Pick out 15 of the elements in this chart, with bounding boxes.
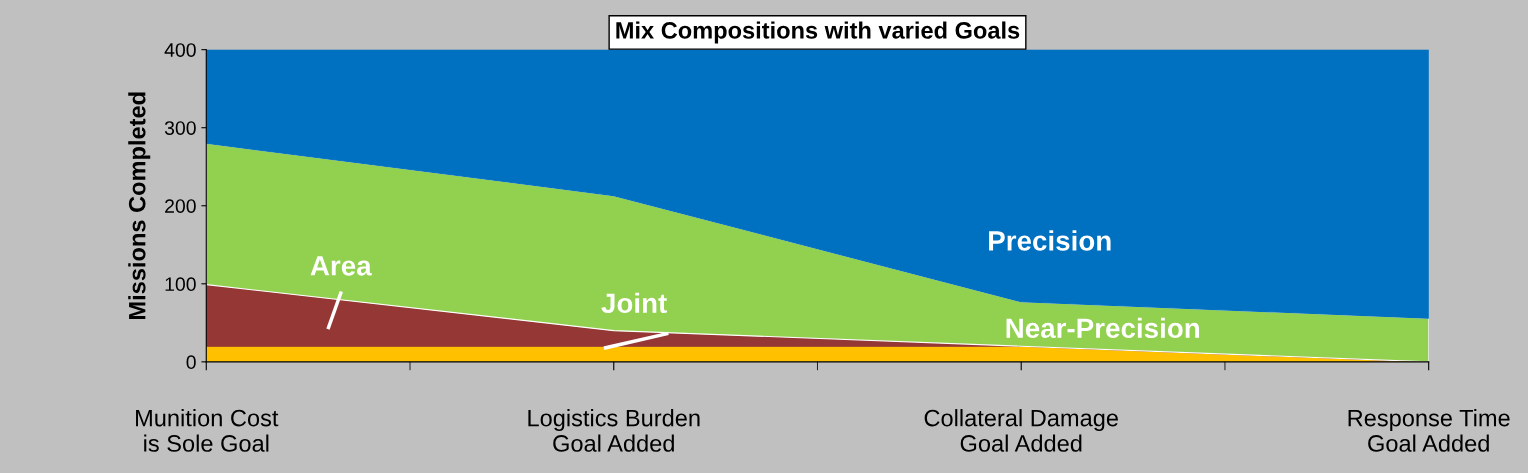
series-label: Precision: [989, 230, 1111, 251]
x-tick-label: Response Time Goal Added: [1348, 409, 1510, 452]
x-tick-label: Collateral Damage Goal Added: [924, 409, 1118, 452]
series-label: Area: [310, 256, 372, 276]
x-tick-label: Munition Cost is Sole Goal: [136, 409, 279, 452]
chart-title: Mix Compositions with varied Goals: [616, 21, 1020, 44]
y-tick-label: 400: [164, 43, 196, 57]
series-label: Joint: [601, 292, 667, 314]
y-tick-label: 0: [186, 355, 196, 370]
y-tick-label: 100: [165, 277, 196, 292]
y-axis-title: Missions Completed: [128, 92, 151, 319]
x-tick-label: Logistics Burden Goal Added: [528, 409, 700, 452]
y-tick-label: 300: [164, 121, 196, 135]
series-label: Near-Precision: [1006, 317, 1200, 339]
y-tick-label: 200: [165, 199, 196, 213]
